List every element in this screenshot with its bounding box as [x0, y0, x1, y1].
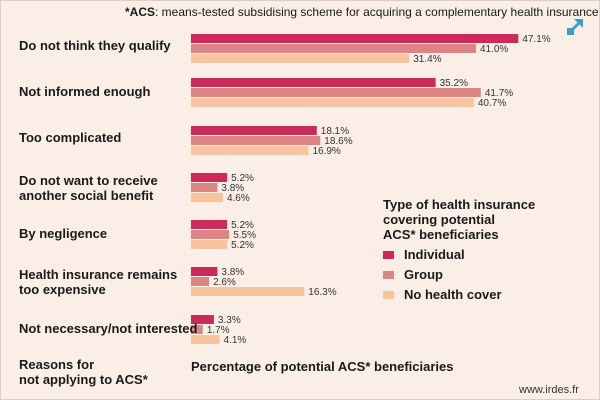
bar-individual — [191, 126, 317, 135]
acs-footnote-term: *ACS — [125, 5, 156, 19]
value-label: 3.8% — [221, 267, 244, 278]
value-label: 4.1% — [223, 335, 246, 346]
category-label-line: Health insurance remains — [19, 267, 178, 282]
category-label: Not informed enough — [19, 84, 199, 99]
legend-swatch — [383, 290, 394, 299]
category-label: By negligence — [19, 226, 199, 241]
bar-individual — [191, 34, 519, 43]
value-label: 5.5% — [233, 230, 256, 241]
source-link[interactable]: www.irdes.fr — [519, 384, 579, 396]
y-axis-caption: Reasons for not applying to ACS* — [19, 357, 148, 387]
value-label: 40.7% — [478, 98, 506, 109]
legend-item: No health cover — [383, 287, 583, 302]
bar-individual — [191, 173, 228, 182]
value-label: 5.2% — [231, 240, 254, 251]
value-label: 18.1% — [321, 126, 349, 137]
value-label: 5.2% — [231, 220, 254, 231]
category-label: Do not want to receive another social ben… — [19, 173, 199, 203]
value-label: 47.1% — [522, 34, 550, 45]
bar-group — [191, 277, 210, 286]
value-label: 3.3% — [218, 315, 241, 326]
bar-no-health-cover — [191, 335, 220, 344]
bar-group — [191, 44, 476, 53]
value-label: 18.6% — [324, 136, 352, 147]
x-axis-caption: Percentage of potential ACS* beneficiari… — [191, 359, 454, 374]
value-label: 2.6% — [213, 277, 236, 288]
bar-individual — [191, 220, 228, 229]
bar-no-health-cover — [191, 287, 305, 296]
value-label: 35.2% — [440, 78, 468, 89]
bar-group — [191, 136, 321, 145]
category-label: Too complicated — [19, 130, 199, 145]
expand-arrow-icon[interactable] — [565, 15, 587, 42]
category-label-line: Not informed enough — [19, 84, 151, 99]
category-label-line: Do not think they qualify — [19, 38, 171, 53]
bar-group — [191, 88, 481, 97]
legend-label: Group — [404, 267, 443, 282]
bar-individual — [191, 267, 218, 276]
category-label-line: Too complicated — [19, 130, 122, 145]
legend-swatch — [383, 270, 394, 279]
category-label-line: too expensive — [19, 282, 106, 297]
y-axis-caption-line: Reasons for — [19, 357, 95, 372]
category-label: Not necessary/not interested — [19, 321, 199, 336]
bar-no-health-cover — [191, 193, 223, 202]
value-label: 16.3% — [308, 287, 336, 298]
bar-no-health-cover — [191, 240, 228, 249]
legend-title-line: covering potential — [383, 212, 495, 227]
y-axis-caption-line: not applying to ACS* — [19, 372, 148, 387]
acs-footnote-definition: : means-tested subsidising scheme for ac… — [155, 5, 599, 19]
value-label: 5.2% — [231, 173, 254, 184]
bar-no-health-cover — [191, 98, 474, 107]
value-label: 41.0% — [480, 44, 508, 55]
value-label: 41.7% — [485, 88, 513, 99]
legend-label: Individual — [404, 247, 465, 262]
bar-individual — [191, 78, 436, 87]
category-label: Health insurance remains too expensive — [19, 267, 199, 297]
legend-item: Individual — [383, 247, 583, 262]
legend-swatch — [383, 250, 394, 259]
category-label-line: another social benefit — [19, 188, 154, 203]
acs-footnote: *ACS: means-tested subsidising scheme fo… — [125, 5, 599, 19]
bar-individual — [191, 315, 214, 324]
value-label: 3.8% — [221, 183, 244, 194]
legend-label: No health cover — [404, 287, 502, 302]
value-label: 1.7% — [207, 325, 230, 336]
legend: Type of health insurance covering potent… — [383, 197, 583, 302]
legend-item: Group — [383, 267, 583, 282]
category-label-line: By negligence — [19, 226, 108, 241]
bar-group — [191, 325, 203, 334]
legend-title-line: Type of health insurance — [383, 197, 536, 212]
bar-group — [191, 230, 230, 239]
bar-no-health-cover — [191, 146, 309, 155]
category-label: Do not think they qualify — [19, 38, 199, 53]
legend-title-line: ACS* beneficiaries — [383, 227, 499, 242]
value-label: 4.6% — [227, 193, 250, 204]
category-label-line: Not necessary/not interested — [19, 321, 198, 336]
bar-no-health-cover — [191, 54, 410, 63]
category-label-line: Do not want to receive — [19, 173, 158, 188]
value-label: 16.9% — [312, 146, 340, 157]
bar-group — [191, 183, 218, 192]
legend-title: Type of health insurance covering potent… — [383, 197, 583, 242]
value-label: 31.4% — [413, 54, 441, 65]
